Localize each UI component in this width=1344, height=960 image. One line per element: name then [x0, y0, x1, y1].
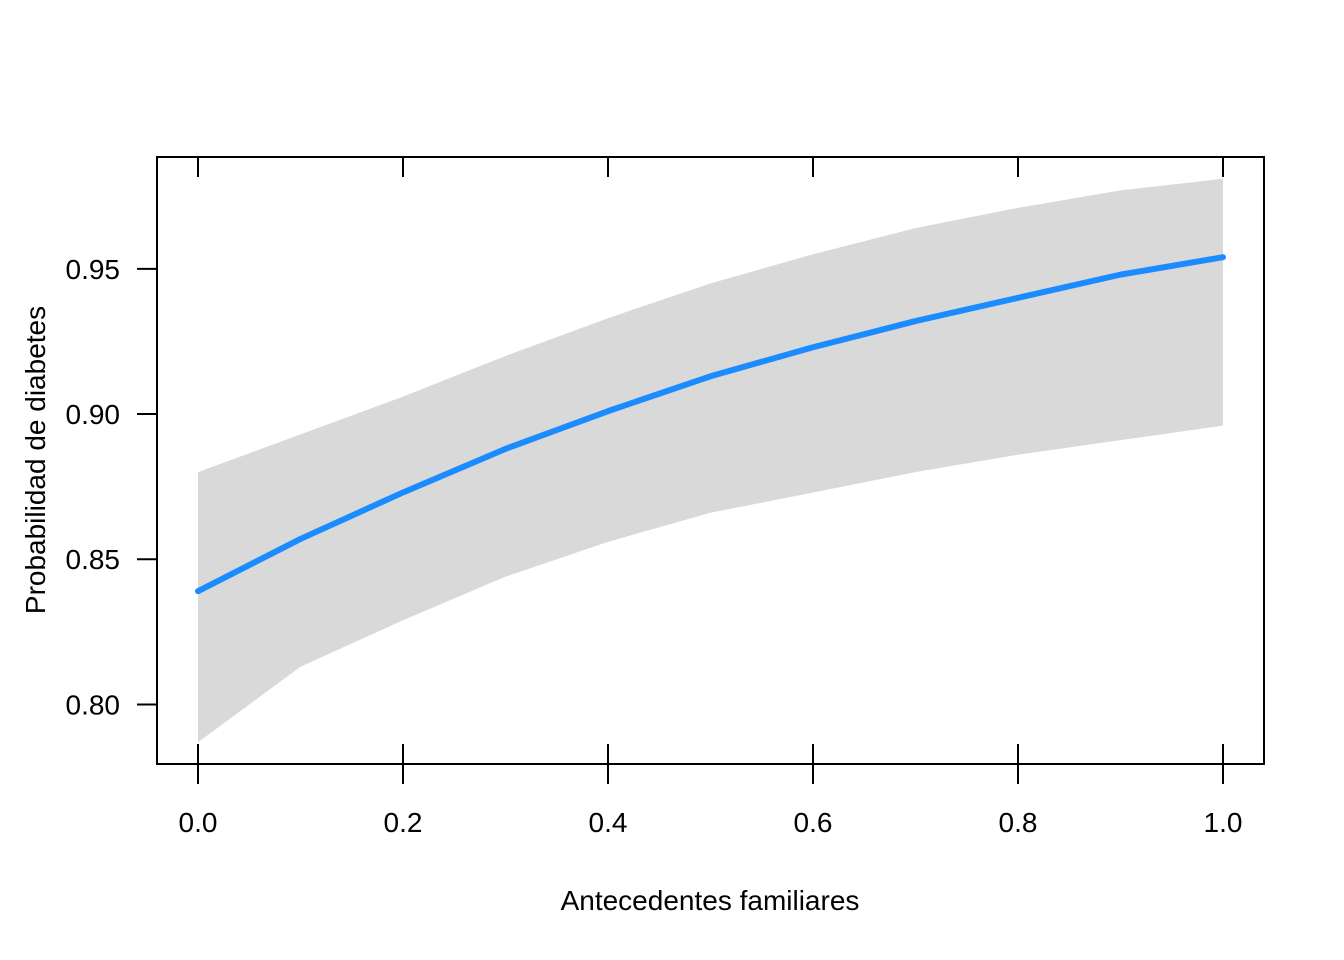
x-tick-label: 0.4: [589, 807, 628, 838]
y-tick-label: 0.85: [66, 544, 121, 575]
series-line-0: [195, 254, 1226, 595]
x-axis: 0.0 0.2 0.4 0.6 0.8 1.0: [179, 157, 1243, 838]
y-axis-title: Probabilidad de diabetes: [20, 306, 51, 614]
confidence-band-layer: [198, 178, 1223, 743]
series-line-layer: [195, 254, 1226, 595]
y-tick-label: 0.80: [66, 689, 121, 720]
x-tick-label: 0.2: [384, 807, 423, 838]
x-tick-label: 1.0: [1204, 807, 1243, 838]
y-tick-label: 0.90: [66, 399, 121, 430]
x-tick-label: 0.0: [179, 807, 218, 838]
plot-frame: [156, 156, 1265, 765]
x-axis-title: Antecedentes familiares: [561, 885, 860, 916]
y-axis: 0.80 0.85 0.90 0.95: [66, 254, 157, 720]
x-tick-label: 0.8: [999, 807, 1038, 838]
confidence-band: [198, 178, 1223, 743]
y-tick-label: 0.95: [66, 254, 121, 285]
x-tick-label: 0.6: [794, 807, 833, 838]
